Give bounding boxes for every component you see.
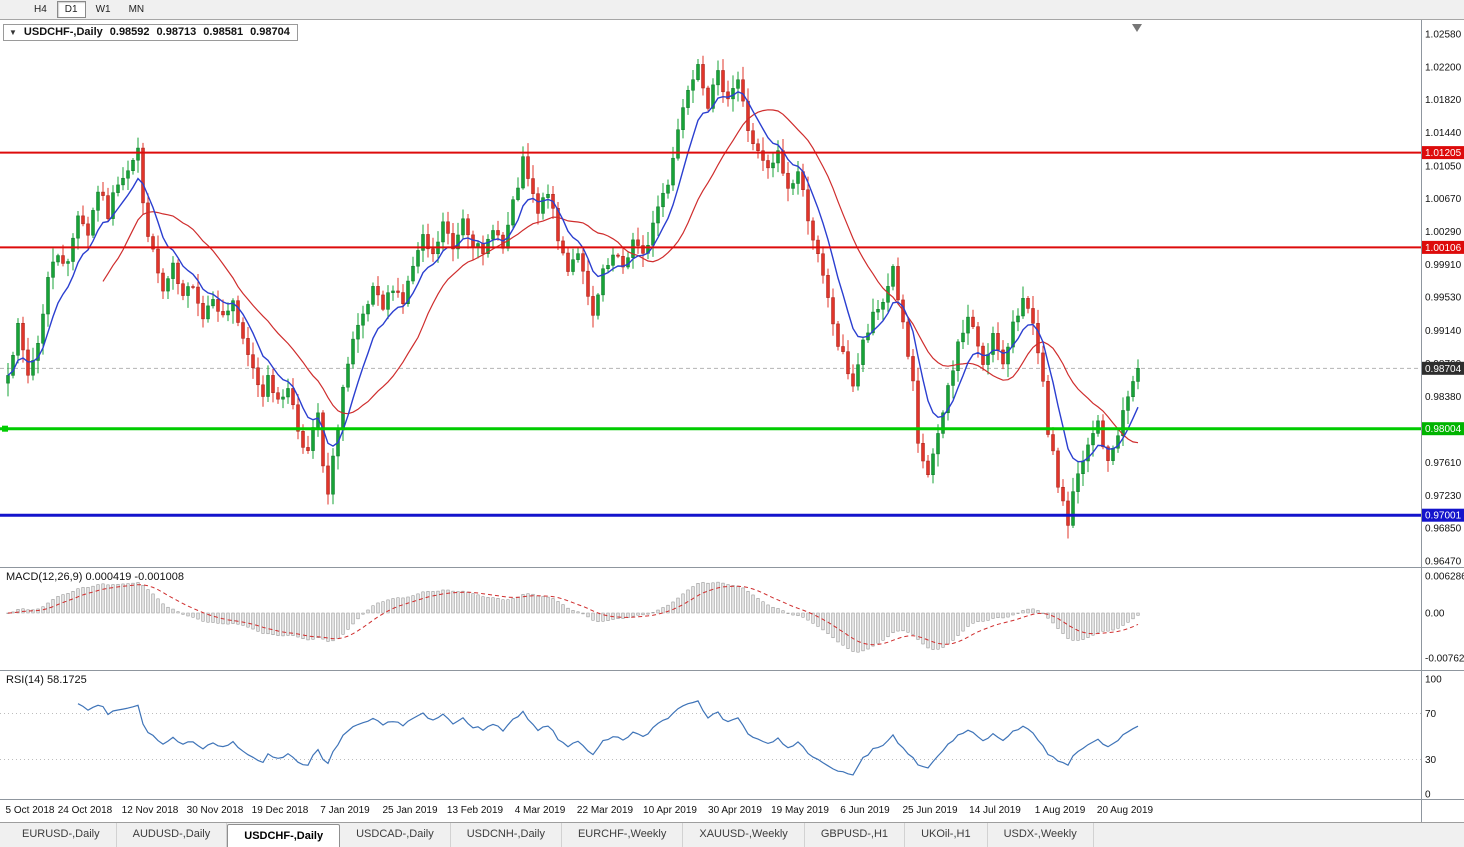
date-axis-label: 4 Mar 2019 bbox=[515, 805, 566, 816]
timeframe-toolbar: H4 D1 W1 MN bbox=[0, 0, 1464, 20]
price-axis[interactable]: 1.02580 1.02200 1.01820 1.01440 1.01050 1.006… bbox=[1422, 30, 1464, 568]
chart-high-value: 0.98713 bbox=[156, 26, 197, 38]
ma-fast-line bbox=[7, 91, 1139, 463]
price-axis-label: 0.99530 bbox=[1425, 293, 1462, 304]
date-axis-label: 22 Mar 2019 bbox=[577, 805, 634, 816]
date-axis-label: 19 Dec 2018 bbox=[252, 805, 309, 816]
timeframe-d1-button[interactable]: D1 bbox=[56, 1, 86, 18]
date-axis-label: 7 Jan 2019 bbox=[320, 805, 370, 816]
chart-low-value: 0.98581 bbox=[203, 26, 244, 38]
date-axis-label: 25 Jun 2019 bbox=[902, 805, 957, 816]
date-axis-label: 19 May 2019 bbox=[771, 805, 829, 816]
price-axis-label: 1.00290 bbox=[1425, 227, 1462, 238]
price-axis-label: 1.00670 bbox=[1425, 194, 1462, 205]
tab-usdcnh-daily[interactable]: USDCNH-,Daily bbox=[451, 823, 562, 847]
date-axis[interactable]: 5 Oct 2018 24 Oct 2018 12 Nov 2018 30 Nov 2… bbox=[6, 805, 1154, 816]
price-box-support-blue-text: 0.97001 bbox=[1425, 511, 1462, 522]
timeframe-mn-button[interactable]: MN bbox=[128, 4, 145, 15]
date-axis-label: 1 Aug 2019 bbox=[1035, 805, 1086, 816]
price-axis-label: 0.96470 bbox=[1425, 557, 1462, 568]
price-axis-label: 0.98380 bbox=[1425, 392, 1462, 403]
price-axis-label: 1.01440 bbox=[1425, 128, 1462, 139]
rsi-axis-label: 30 bbox=[1425, 755, 1437, 766]
price-box-support-blue bbox=[1422, 508, 1464, 522]
macd-axis-label: 0.00 bbox=[1425, 609, 1445, 620]
date-axis-label: 12 Nov 2018 bbox=[122, 805, 179, 816]
chart-close-value: 0.98704 bbox=[250, 26, 290, 38]
tab-xauusd-weekly[interactable]: XAUUSD-,Weekly bbox=[683, 823, 805, 847]
price-box-support-green-text: 0.98004 bbox=[1425, 424, 1462, 435]
date-axis-label: 6 Jun 2019 bbox=[840, 805, 890, 816]
price-axis-label: 0.96850 bbox=[1425, 524, 1462, 535]
rsi-axis-label: 100 bbox=[1425, 675, 1442, 686]
macd-histogram bbox=[6, 581, 1140, 653]
price-axis-label: 0.99910 bbox=[1425, 260, 1462, 271]
date-axis-label: 25 Jan 2019 bbox=[382, 805, 437, 816]
date-axis-label: 20 Aug 2019 bbox=[1097, 805, 1154, 816]
macd-signal-line bbox=[7, 584, 1139, 646]
price-axis-label: 1.01820 bbox=[1425, 95, 1462, 106]
price-axis-label: 1.01050 bbox=[1425, 161, 1462, 172]
line-anchor-marker[interactable] bbox=[2, 425, 8, 432]
price-box-resistance-1-text: 1.01205 bbox=[1425, 148, 1462, 159]
rsi-label: RSI(14) 58.1725 bbox=[6, 674, 87, 686]
chart-canvas[interactable]: 1.02580 1.02200 1.01820 1.01440 1.01050 1.006… bbox=[0, 20, 1464, 823]
price-box-current bbox=[1422, 361, 1464, 375]
tab-eurchf-weekly[interactable]: EURCHF-,Weekly bbox=[562, 823, 684, 847]
chart-symbol-label: USDCHF-,Daily bbox=[23, 26, 103, 38]
tab-audusd-daily[interactable]: AUDUSD-,Daily bbox=[117, 823, 228, 847]
timeframe-w1-button[interactable]: W1 bbox=[95, 4, 111, 15]
date-axis-label: 14 Jul 2019 bbox=[969, 805, 1021, 816]
chart-open-value: 0.98592 bbox=[109, 26, 150, 38]
price-axis-label: 0.97610 bbox=[1425, 458, 1462, 469]
candlestick-series bbox=[6, 55, 1140, 539]
tab-usdx-weekly[interactable]: USDX-,Weekly bbox=[988, 823, 1094, 847]
price-box-support-green bbox=[1422, 422, 1464, 436]
date-axis-label: 5 Oct 2018 bbox=[6, 805, 55, 816]
tab-gbpusd-h1[interactable]: GBPUSD-,H1 bbox=[805, 823, 906, 847]
tab-usdcad-daily[interactable]: USDCAD-,Daily bbox=[340, 823, 451, 847]
timeframe-h4-button[interactable]: H4 bbox=[34, 4, 47, 15]
macd-axis-label: -0.00762 bbox=[1425, 653, 1464, 664]
tab-ukoil-h1[interactable]: UKOil-,H1 bbox=[905, 823, 988, 847]
rsi-line bbox=[77, 700, 1139, 776]
ma-slow-line bbox=[102, 109, 1139, 444]
price-axis-label: 0.97230 bbox=[1425, 491, 1462, 502]
chart-title-box: ▼ USDCHF-,Daily 0.98592 0.98713 0.98581 … bbox=[3, 24, 298, 41]
rsi-axis-label: 0 bbox=[1425, 790, 1431, 801]
date-axis-label: 13 Feb 2019 bbox=[447, 805, 504, 816]
rsi-axis-label: 70 bbox=[1425, 709, 1437, 720]
price-box-resistance-1 bbox=[1422, 146, 1464, 160]
date-axis-label: 30 Apr 2019 bbox=[708, 805, 762, 816]
price-box-resistance-2 bbox=[1422, 240, 1464, 254]
price-axis-label: 0.99140 bbox=[1425, 326, 1462, 337]
chart-shift-marker[interactable] bbox=[1132, 24, 1142, 32]
date-axis-label: 30 Nov 2018 bbox=[187, 805, 244, 816]
chart-tabs-bar: EURUSD-,Daily AUDUSD-,Daily USDCHF-,Dail… bbox=[0, 822, 1464, 847]
price-axis-label: 1.02580 bbox=[1425, 30, 1462, 41]
macd-label: MACD(12,26,9) 0.000419 -0.001008 bbox=[6, 571, 184, 583]
chart-window: 1.02580 1.02200 1.01820 1.01440 1.01050 1.006… bbox=[0, 20, 1464, 823]
tab-usdchf-daily[interactable]: USDCHF-,Daily bbox=[227, 824, 341, 847]
price-axis-label: 1.02200 bbox=[1425, 62, 1462, 73]
price-box-resistance-2-text: 1.00106 bbox=[1425, 243, 1462, 254]
macd-axis-label: 0.006286 bbox=[1425, 571, 1464, 582]
chart-dropdown-icon[interactable]: ▼ bbox=[9, 27, 17, 37]
tab-eurusd-daily[interactable]: EURUSD-,Daily bbox=[6, 823, 117, 847]
price-box-current-text: 0.98704 bbox=[1425, 364, 1462, 375]
date-axis-label: 10 Apr 2019 bbox=[643, 805, 697, 816]
date-axis-label: 24 Oct 2018 bbox=[58, 805, 113, 816]
